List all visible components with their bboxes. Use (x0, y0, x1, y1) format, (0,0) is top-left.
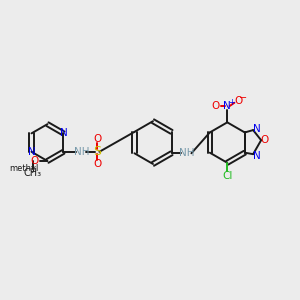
Text: NH: NH (74, 147, 89, 157)
Text: O: O (31, 156, 39, 166)
Text: O: O (93, 159, 101, 169)
Text: N: N (253, 151, 261, 160)
Text: N: N (253, 124, 261, 134)
Text: O: O (93, 134, 101, 144)
Text: N: N (59, 128, 67, 138)
Text: O: O (261, 135, 269, 145)
Text: N: N (28, 147, 35, 157)
Text: N: N (224, 101, 231, 111)
Text: CH₃: CH₃ (23, 169, 42, 178)
Text: Cl: Cl (222, 171, 232, 181)
Text: methyl: methyl (9, 164, 38, 173)
Text: NH: NH (178, 148, 194, 158)
Text: O: O (211, 101, 220, 111)
Text: S: S (93, 145, 101, 158)
Text: O: O (234, 96, 242, 106)
Text: −: − (239, 93, 247, 103)
Text: +: + (228, 98, 235, 106)
